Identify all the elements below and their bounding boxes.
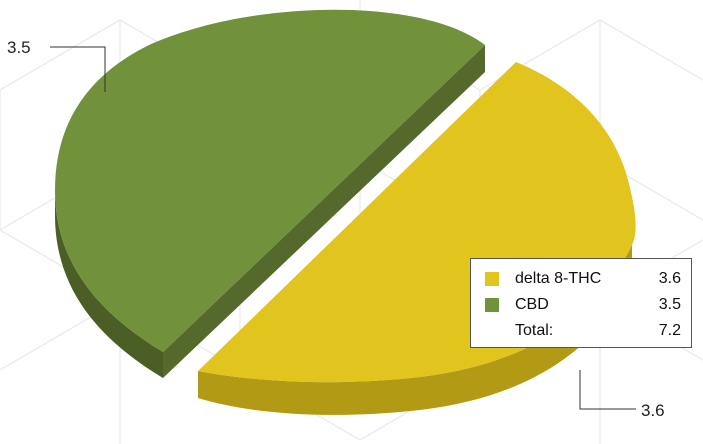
data-label-delta-8-thc: 3.6 (579, 370, 665, 420)
legend-swatch-cbd (485, 298, 499, 312)
legend-value-cbd: 3.5 (658, 296, 681, 313)
legend-label-cbd: CBD (515, 296, 549, 313)
legend-total-row: Total: 7.2 (485, 318, 681, 344)
cbd-slice[interactable] (55, 9, 485, 378)
delta-8-thc-slice-side (198, 245, 632, 415)
legend-value-delta-8-thc: 3.6 (658, 270, 681, 287)
legend-total-spacer (485, 324, 499, 338)
legend-item-cbd: CBD 3.5 (485, 292, 681, 318)
cbd-slice-top (55, 9, 485, 352)
legend-swatch-delta-8-thc (485, 272, 499, 286)
cbd-slice-side (55, 190, 163, 378)
legend-total-label: Total: (515, 322, 554, 339)
legend-label-delta-8-thc: delta 8-THC (515, 270, 602, 287)
data-label-cbd-text: 3.5 (7, 38, 31, 57)
cbd-slice-cut-face (163, 45, 485, 378)
data-label-delta-8-thc-text: 3.6 (641, 401, 665, 420)
legend-total-value: 7.2 (658, 322, 681, 339)
legend: delta 8-THC 3.6 CBD 3.5 Total: 7.2 (470, 258, 692, 348)
legend-item-delta-8-thc: delta 8-THC 3.6 (485, 266, 681, 292)
data-label-cbd: 3.5 (7, 38, 106, 92)
